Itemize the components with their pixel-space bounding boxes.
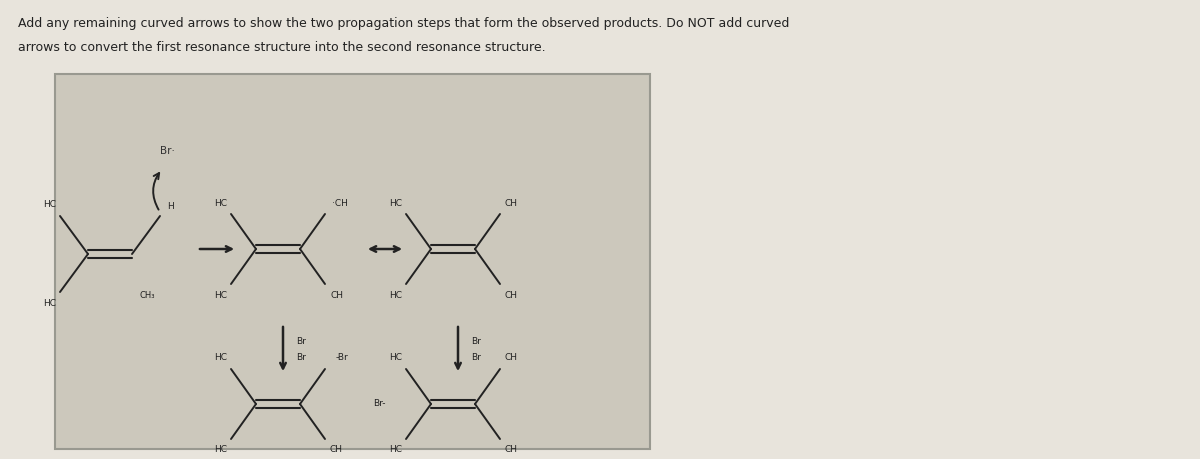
Text: H: H <box>167 202 173 211</box>
Text: CH: CH <box>504 353 517 363</box>
Text: HC: HC <box>43 200 56 208</box>
Text: -Br: -Br <box>336 353 348 363</box>
Text: CH: CH <box>504 198 517 207</box>
Text: HC: HC <box>43 300 56 308</box>
Text: CH: CH <box>504 446 517 454</box>
Text: HC: HC <box>215 353 228 363</box>
Text: HC: HC <box>390 198 402 207</box>
Text: Br·: Br· <box>160 146 174 156</box>
Text: Br: Br <box>296 336 306 346</box>
Text: Br: Br <box>296 353 306 362</box>
Text: ·CH: ·CH <box>332 198 348 207</box>
Text: HC: HC <box>390 353 402 363</box>
Text: HC: HC <box>215 446 228 454</box>
Text: CH: CH <box>504 291 517 300</box>
Text: CH₃: CH₃ <box>139 291 155 301</box>
Text: Br: Br <box>472 336 481 346</box>
Text: Br: Br <box>472 353 481 362</box>
Text: HC: HC <box>215 198 228 207</box>
Text: HC: HC <box>215 291 228 300</box>
Text: arrows to convert the first resonance structure into the second resonance struct: arrows to convert the first resonance st… <box>18 41 546 54</box>
Text: Add any remaining curved arrows to show the two propagation steps that form the : Add any remaining curved arrows to show … <box>18 17 790 30</box>
Bar <box>55 74 650 449</box>
Text: Br-: Br- <box>373 399 385 409</box>
Text: CH: CH <box>330 446 342 454</box>
Text: HC: HC <box>390 291 402 300</box>
Text: CH: CH <box>330 291 343 300</box>
Text: HC: HC <box>390 446 402 454</box>
